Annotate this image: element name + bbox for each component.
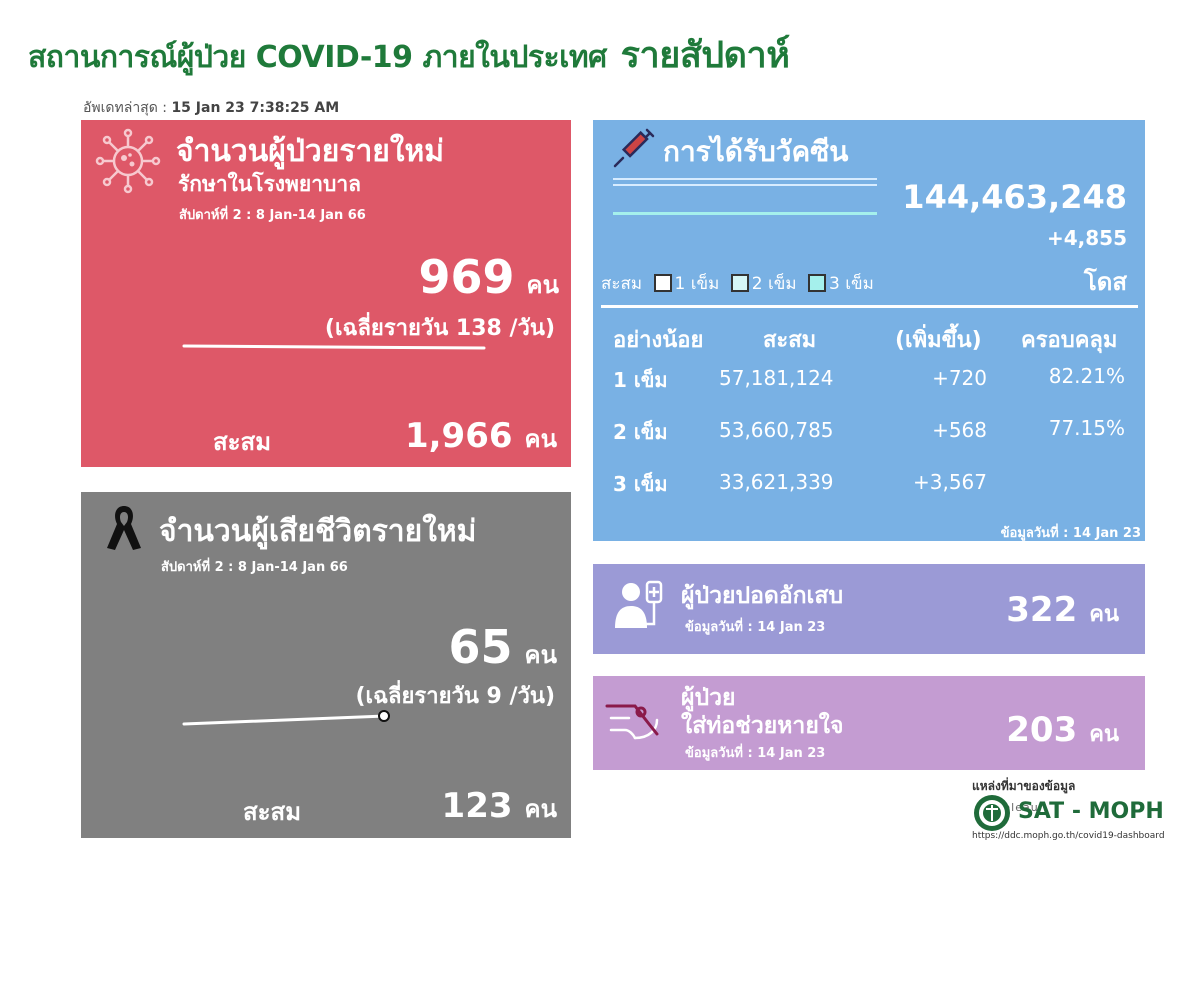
source-url[interactable]: https://ddc.moph.go.th/covid19-dashboard bbox=[972, 831, 1165, 841]
intubation-icon bbox=[605, 704, 659, 740]
vaccine-row-1-dose: 1 เข็ม bbox=[613, 368, 668, 392]
vaccine-row-3-dose: 3 เข็ม bbox=[613, 472, 668, 496]
new-deaths-sparkline bbox=[182, 710, 390, 726]
ventilator-value: 203 bbox=[1006, 710, 1078, 750]
ventilator-count: 203 คน bbox=[1006, 710, 1119, 751]
legend-label-dose-1: 1 เข็ม bbox=[674, 274, 720, 294]
legend-label-dose-3: 3 เข็ม bbox=[829, 274, 874, 294]
moph-emblem-icon bbox=[974, 795, 1010, 831]
new-cases-title: จำนวนผู้ป่วยรายใหม่ bbox=[176, 134, 445, 169]
new-cases-week: สัปดาห์ที่ 2 : 8 Jan-14 Jan 66 bbox=[179, 208, 366, 223]
virus-icon bbox=[95, 128, 161, 194]
data-source: แหล่งที่มาของข้อมูล ✣+ableau SAT - MOPH … bbox=[972, 775, 1165, 841]
new-deaths-panel: จำนวนผู้เสียชีวิตรายใหม่ สัปดาห์ที่ 2 : … bbox=[81, 492, 571, 838]
new-cases-cumulative-unit: คน bbox=[524, 425, 557, 453]
divider bbox=[613, 184, 877, 186]
ventilator-data-date: ข้อมูลวันที่ : 14 Jan 23 bbox=[685, 746, 826, 761]
pneumonia-value: 322 bbox=[1006, 590, 1078, 630]
page-title-text: สถานการณ์ผู้ป่วย COVID-19 ภายในประเทศ bbox=[28, 40, 607, 75]
new-cases-panel: จำนวนผู้ป่วยรายใหม่ รักษาในโรงพยาบาล สัป… bbox=[81, 120, 571, 467]
new-cases-value: 969 bbox=[418, 250, 515, 304]
syringe-icon bbox=[613, 128, 655, 168]
vaccination-total: 144,463,248 bbox=[902, 178, 1127, 216]
new-deaths-value: 65 bbox=[448, 620, 513, 674]
vaccination-panel: การได้รับวัคซีน 144,463,248 +4,855 โดส ส… bbox=[593, 120, 1145, 541]
pneumonia-panel: ผู้ป่วยปอดอักเสบ ข้อมูลวันที่ : 14 Jan 2… bbox=[593, 564, 1145, 654]
new-deaths-week: สัปดาห์ที่ 2 : 8 Jan-14 Jan 66 bbox=[161, 560, 348, 575]
vaccine-row-2-dose: 2 เข็ม bbox=[613, 420, 668, 444]
vaccination-increase: +4,855 bbox=[1046, 226, 1127, 250]
new-deaths-unit: คน bbox=[524, 641, 557, 669]
new-cases-cumulative-value: 1,966 bbox=[404, 416, 513, 456]
vaccination-legend: สะสม 1 เข็ม 2 เข็ม 3 เข็ม bbox=[601, 270, 874, 297]
vaccine-header-increase: (เพิ่มขึ้น) bbox=[895, 328, 982, 353]
vaccine-row-2-cumulative: 53,660,785 bbox=[719, 418, 834, 442]
page-title-accent: รายสัปดาห์ bbox=[620, 35, 790, 76]
black-ribbon-icon bbox=[107, 506, 141, 550]
new-deaths-cumulative: 123 คน bbox=[442, 786, 557, 828]
new-cases-cumulative-label: สะสม bbox=[213, 428, 272, 456]
divider bbox=[613, 212, 877, 215]
patient-iv-icon bbox=[615, 580, 663, 628]
vaccine-row-3-cumulative: 33,621,339 bbox=[719, 470, 834, 494]
legend-label-dose-2: 2 เข็ม bbox=[751, 274, 797, 294]
new-deaths-title: จำนวนผู้เสียชีวิตรายใหม่ bbox=[159, 514, 477, 549]
source-org: SAT - MOPH bbox=[1018, 799, 1164, 824]
pneumonia-count: 322 คน bbox=[1006, 590, 1119, 631]
new-cases-subtitle: รักษาในโรงพยาบาล bbox=[178, 172, 361, 196]
legend-swatch-dose-2 bbox=[730, 274, 749, 292]
new-cases-sparkline bbox=[182, 344, 486, 350]
source-label: แหล่งที่มาของข้อมูล bbox=[972, 779, 1076, 793]
divider bbox=[613, 178, 877, 180]
new-deaths-cumulative-label: สะสม bbox=[243, 798, 302, 826]
vaccine-header-dose: อย่างน้อย bbox=[613, 328, 704, 353]
new-cases-cumulative: 1,966 คน bbox=[405, 416, 557, 458]
vaccine-header-cumulative: สะสม bbox=[763, 328, 817, 353]
vaccine-row-1-coverage: 82.21% bbox=[1048, 364, 1125, 388]
last-updated-label: อัพเดทล่าสุด : bbox=[83, 100, 172, 116]
legend-swatch-dose-3 bbox=[808, 274, 827, 292]
pneumonia-title: ผู้ป่วยปอดอักเสบ bbox=[681, 583, 844, 609]
new-deaths-cumulative-unit: คน bbox=[524, 795, 557, 823]
last-updated: อัพเดทล่าสุด : 15 Jan 23 7:38:25 AM bbox=[83, 97, 339, 119]
last-updated-value: 15 Jan 23 7:38:25 AM bbox=[171, 100, 340, 116]
new-deaths-cumulative-value: 123 bbox=[441, 786, 513, 826]
new-deaths-count: 65 คน bbox=[449, 620, 557, 674]
divider bbox=[601, 305, 1138, 308]
vaccination-unit: โดส bbox=[1083, 268, 1127, 296]
ventilator-unit: คน bbox=[1089, 722, 1119, 747]
legend-swatch-dose-1 bbox=[653, 274, 672, 292]
vaccination-title: การได้รับวัคซีน bbox=[663, 135, 849, 168]
vaccine-row-1-increase: +720 bbox=[932, 366, 987, 390]
pneumonia-data-date: ข้อมูลวันที่ : 14 Jan 23 bbox=[685, 620, 826, 635]
vaccination-data-date: ข้อมูลวันที่ : 14 Jan 23 bbox=[1000, 526, 1141, 541]
new-cases-daily-average: (เฉลี่ยรายวัน 138 /วัน) bbox=[324, 316, 555, 341]
vaccine-header-coverage: ครอบคลุม bbox=[1021, 328, 1118, 353]
pneumonia-unit: คน bbox=[1089, 602, 1119, 627]
new-deaths-daily-average: (เฉลี่ยรายวัน 9 /วัน) bbox=[355, 684, 556, 709]
new-cases-count: 969 คน bbox=[419, 250, 560, 304]
vaccine-row-3-increase: +3,567 bbox=[912, 470, 987, 494]
page-title: สถานการณ์ผู้ป่วย COVID-19 ภายในประเทศ ราย… bbox=[28, 26, 790, 83]
vaccine-row-2-coverage: 77.15% bbox=[1048, 416, 1125, 440]
legend-title: สะสม bbox=[601, 274, 643, 294]
new-cases-unit: คน bbox=[526, 271, 559, 299]
vaccine-row-2-increase: +568 bbox=[932, 418, 987, 442]
ventilator-title-line1: ผู้ป่วย bbox=[681, 685, 736, 711]
vaccine-row-1-cumulative: 57,181,124 bbox=[719, 366, 834, 390]
ventilator-title-line2: ใส่ท่อช่วยหายใจ bbox=[681, 713, 844, 739]
ventilator-panel: ผู้ป่วย ใส่ท่อช่วยหายใจ ข้อมูลวันที่ : 1… bbox=[593, 676, 1145, 770]
